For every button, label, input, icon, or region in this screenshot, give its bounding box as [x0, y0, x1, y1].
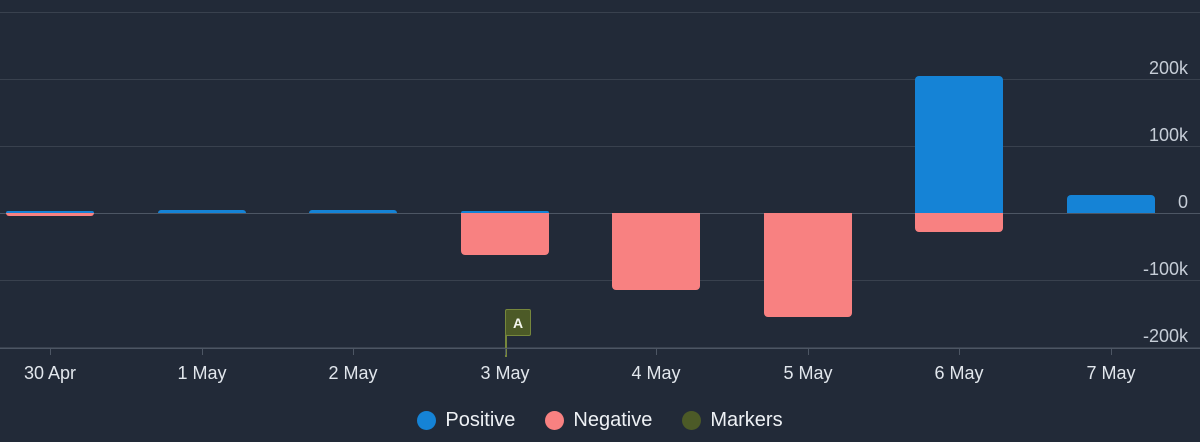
y-axis-label--200k: -200k [1142, 326, 1188, 346]
bar-positive-3-may[interactable] [461, 211, 549, 213]
x-axis-label-4-may: 4 May [631, 363, 681, 383]
x-axis-tick-2-may [353, 348, 354, 355]
x-axis-tick-4-may [656, 348, 657, 355]
x-axis-label-7-may: 7 May [1086, 363, 1136, 383]
y-axis-label-0: 0 [1177, 192, 1188, 212]
legend-swatch-negative-icon [545, 410, 565, 430]
x-axis-tick-30-apr [50, 348, 51, 355]
gridline--200k [0, 347, 1200, 348]
gridline-200k [0, 79, 1200, 80]
y-axis-label-100k: 100k [1148, 125, 1188, 145]
x-axis-label-2-may: 2 May [328, 363, 378, 383]
bar-negative-3-may[interactable] [461, 213, 549, 255]
legend-item-positive[interactable]: Positive [417, 409, 515, 431]
bar-positive-6-may[interactable] [915, 76, 1003, 213]
bar-negative-5-may[interactable] [764, 213, 852, 317]
legend-label-positive: Positive [445, 409, 516, 431]
bar-negative-30-apr[interactable] [6, 213, 94, 216]
x-axis-label-1-may: 1 May [177, 363, 227, 383]
bar-positive-2-may[interactable] [309, 210, 397, 213]
y-axis-label-200k: 200k [1148, 58, 1188, 78]
x-axis-tick-5-may [808, 348, 809, 355]
legend-swatch-positive-icon [417, 410, 437, 430]
bar-negative-4-may[interactable] [612, 213, 700, 290]
bar-positive-30-apr[interactable] [6, 211, 94, 213]
x-axis-label-5-may: 5 May [783, 363, 833, 383]
bar-positive-7-may[interactable] [1067, 195, 1155, 213]
bar-negative-6-may[interactable] [915, 213, 1003, 232]
x-axis-line [0, 348, 1200, 349]
y-axis-label--100k: -100k [1142, 259, 1188, 279]
x-axis-tick-1-may [202, 348, 203, 355]
legend-swatch-markers-icon [682, 410, 702, 430]
legend-label-negative: Negative [573, 409, 653, 431]
event-marker-flag-a[interactable]: A [505, 309, 531, 336]
gridline-300000 [0, 12, 1200, 13]
gridline--100k [0, 280, 1200, 281]
gridline-100k [0, 146, 1200, 147]
bar-positive-1-may[interactable] [158, 210, 246, 213]
gridline-0 [0, 213, 1200, 214]
x-axis-label-30-apr: 30 Apr [23, 363, 77, 383]
legend-item-markers[interactable]: Markers [682, 409, 783, 431]
x-axis-tick-6-may [959, 348, 960, 355]
event-marker-stem-a [505, 335, 507, 357]
legend-item-negative[interactable]: Negative [545, 409, 652, 431]
x-axis-tick-7-may [1111, 348, 1112, 355]
x-axis-tick-3-may [505, 348, 506, 355]
x-axis-label-6-may: 6 May [934, 363, 984, 383]
x-axis-label-3-may: 3 May [480, 363, 530, 383]
legend-label-markers: Markers [710, 409, 783, 431]
chart-legend: Positive Negative Markers [0, 402, 1200, 438]
